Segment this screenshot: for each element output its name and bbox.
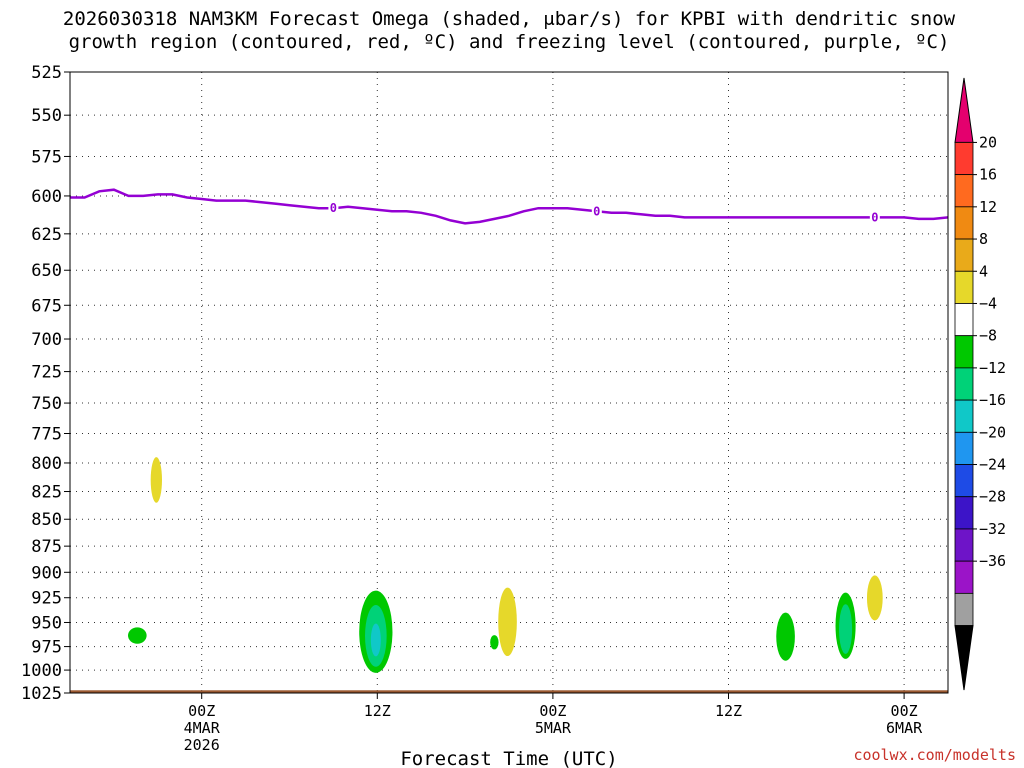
- colorbar-tick-label: −8: [979, 327, 997, 345]
- colorbar-segment: [954, 174, 974, 208]
- x-tick-label: 4MAR: [184, 719, 221, 737]
- colorbar-tick-label: −20: [979, 423, 1006, 441]
- omega-region: [498, 587, 517, 657]
- colorbar-segment: [954, 560, 974, 594]
- x-tick-label: 00Z: [539, 702, 566, 720]
- x-axis-label: Forecast Time (UTC): [400, 748, 617, 768]
- freezing-label-bg: [328, 201, 339, 215]
- x-tick-label: 6MAR: [886, 719, 923, 737]
- y-tick-label: 675: [31, 296, 62, 316]
- omega-core: [839, 604, 853, 654]
- y-tick-label: 775: [31, 424, 62, 444]
- title-line: 2026030318 NAM3KM Forecast Omega (shaded…: [63, 8, 956, 30]
- x-tick-label: 12Z: [364, 702, 391, 720]
- colorbar-tick-label: −16: [979, 391, 1006, 409]
- colorbar-segment: [954, 303, 974, 337]
- colorbar-tick-label: 16: [979, 166, 997, 184]
- x-tick-label: 2026: [184, 736, 220, 754]
- colorbar-tick-label: −12: [979, 359, 1006, 377]
- colorbar-segment: [954, 142, 974, 176]
- omega-region: [150, 457, 162, 503]
- colorbar-segment: [954, 464, 974, 498]
- y-tick-label: 750: [31, 394, 62, 414]
- freezing-level-label: 0: [871, 210, 878, 224]
- colorbar-segment: [954, 335, 974, 369]
- freezing-level-label: 0: [593, 204, 600, 218]
- colorbar: 20 16 12 8 4 −4 −8 −12 −16 −20 −24 −28 −32 −36: [954, 77, 1006, 691]
- freezing-label-bg: [869, 210, 880, 224]
- freezing-level-line: [70, 188, 949, 225]
- y-tick-label: 975: [31, 638, 62, 658]
- y-tick-label: 1025: [21, 684, 62, 704]
- x-tick-label: 5MAR: [535, 719, 572, 737]
- y-tick-label: 925: [31, 589, 62, 609]
- chart-title: 2026030318 NAM3KM Forecast Omega (shaded…: [63, 8, 956, 53]
- colorbar-segment: [954, 367, 974, 401]
- y-tick-label: 600: [31, 187, 62, 207]
- omega-region: [866, 575, 883, 621]
- y-tick-label: 1000: [21, 661, 62, 681]
- colorbar-segment: [954, 399, 974, 433]
- freezing-label-bg: [591, 204, 602, 218]
- colorbar-tick-label: 12: [979, 198, 997, 216]
- y-tick-label: 875: [31, 537, 62, 557]
- colorbar-segment: [954, 270, 974, 304]
- colorbar-tick-label: −4: [979, 294, 997, 312]
- x-tick-label: 00Z: [188, 702, 215, 720]
- colorbar-tick-label: 20: [979, 133, 997, 151]
- x-tick-label: 00Z: [891, 702, 918, 720]
- y-tick-label: 525: [31, 63, 62, 83]
- plot-frame: [69, 71, 949, 694]
- colorbar-arrow-top: [954, 77, 974, 143]
- y-tick-label: 725: [31, 363, 62, 383]
- colorbar-arrow-bottom: [954, 625, 974, 691]
- y-tick-label: 650: [31, 261, 62, 281]
- y-tick-label: 825: [31, 483, 62, 503]
- y-tick-label: 800: [31, 454, 62, 474]
- colorbar-segment: [954, 431, 974, 465]
- colorbar-tick-label: 4: [979, 262, 988, 280]
- colorbar-tick-label: −28: [979, 488, 1006, 506]
- terrain: [70, 690, 948, 693]
- credit-text: coolwx.com/modelts: [853, 746, 1016, 764]
- y-axis: 525 550 575 600 625 650 675 700 725 750 775 800 825 8…: [21, 63, 70, 704]
- y-tick-label: 850: [31, 510, 62, 530]
- omega-region: [127, 627, 147, 644]
- colorbar-tick-label: −36: [979, 552, 1006, 570]
- colorbar-segment: [954, 592, 974, 626]
- colorbar-tick-label: −32: [979, 520, 1006, 538]
- y-tick-label: 900: [31, 563, 62, 583]
- y-tick-label: 700: [31, 330, 62, 350]
- colorbar-segment: [954, 528, 974, 562]
- omega-region: [490, 635, 499, 650]
- y-tick-label: 625: [31, 225, 62, 245]
- title-line: growth region (contoured, red, ºC) and f…: [69, 31, 950, 53]
- colorbar-tick-label: −24: [979, 456, 1006, 474]
- y-tick-label: 575: [31, 147, 62, 167]
- colorbar-segment: [954, 206, 974, 240]
- x-tick-label: 12Z: [715, 702, 742, 720]
- y-tick-label: 550: [31, 106, 62, 126]
- omega-region: [776, 612, 795, 661]
- plot-area: 0 0 0: [69, 71, 949, 694]
- colorbar-tick-label: 8: [979, 230, 988, 248]
- colorbar-segment: [954, 496, 974, 530]
- y-tick-label: 950: [31, 613, 62, 633]
- colorbar-segment: [954, 238, 974, 272]
- freezing-level-label: 0: [330, 201, 337, 215]
- omega-core: [370, 623, 381, 657]
